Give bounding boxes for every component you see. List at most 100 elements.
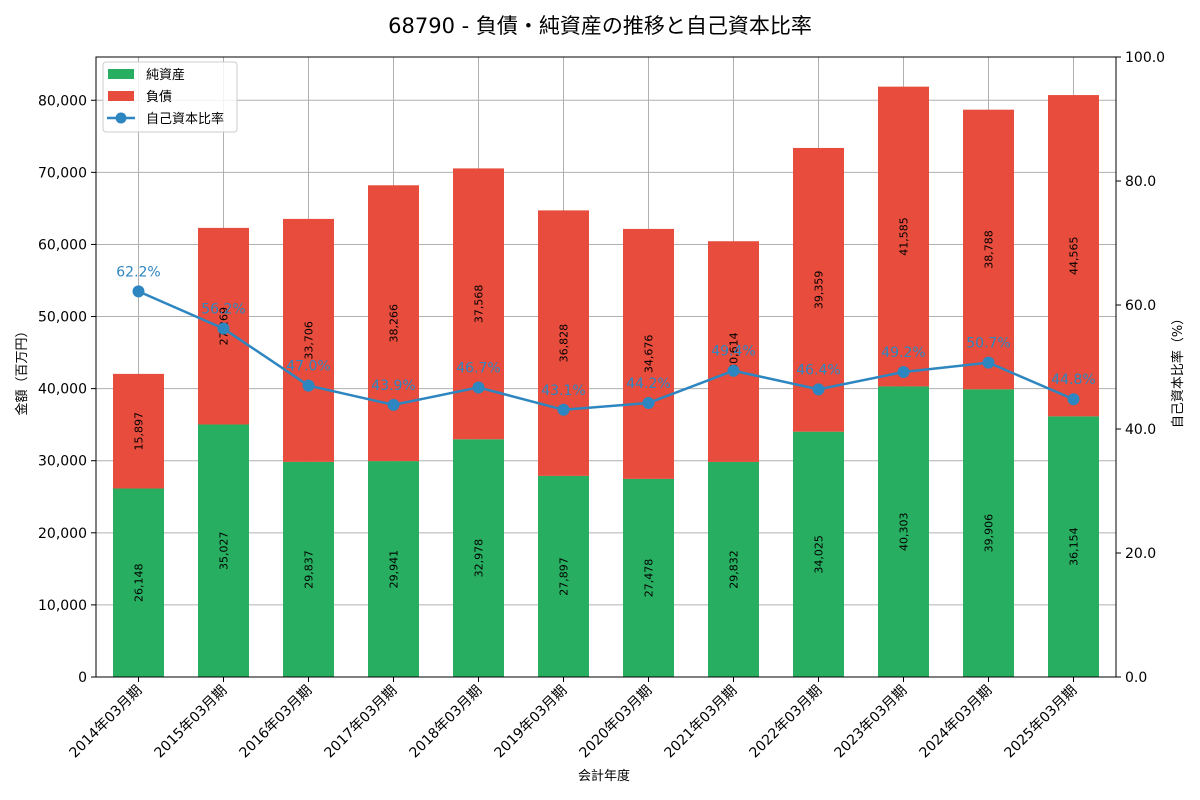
bar-equity	[113, 488, 164, 677]
y2-axis-label: 自己資本比率（%）	[1170, 312, 1186, 428]
ratio-value-label: 43.1%	[541, 383, 585, 399]
bar-liabilities	[708, 241, 759, 462]
y-tick-label: 60,000	[38, 237, 87, 253]
ratio-value-label: 44.8%	[1051, 372, 1095, 388]
y-tick-label: 30,000	[38, 454, 87, 470]
ratio-point	[472, 381, 485, 394]
ratio-value-label: 62.2%	[116, 264, 160, 280]
bar-equity	[963, 389, 1014, 677]
ratio-line-path	[137, 290, 1074, 412]
bar-liabilities	[368, 185, 419, 462]
bar-equity-value-label: 39,906	[983, 514, 996, 553]
y-tick-label: 70,000	[38, 165, 87, 181]
legend-swatch-equity	[108, 69, 134, 79]
x-tick-label: 2018年03月期	[407, 683, 486, 762]
chart-title: 68790 - 負債・純資産の推移と自己資本比率	[388, 14, 812, 38]
ratio-point	[1067, 393, 1080, 406]
y2-tick-label: 100.0	[1125, 50, 1165, 66]
y-tick-label: 0	[78, 670, 87, 686]
bar-equity	[1048, 416, 1099, 677]
legend-marker-ratio	[115, 112, 127, 124]
legend-frame	[102, 61, 238, 133]
bar-value-labels: 26,14815,89735,02727,26929,83733,70629,9…	[133, 217, 1081, 602]
x-tick-label: 2019年03月期	[492, 683, 571, 762]
ratio-value-label: 49.4%	[711, 344, 755, 360]
ratio-value-label: 50.7%	[966, 336, 1010, 352]
bar-equity	[368, 461, 419, 677]
bar-equity-value-label: 36,154	[1068, 527, 1081, 566]
bar-equity	[708, 461, 759, 677]
bar-liabilities	[963, 109, 1014, 390]
ratio-point	[302, 379, 315, 392]
ratio-value-label: 43.9%	[371, 378, 415, 394]
bar-equity-value-label: 29,832	[728, 550, 741, 589]
y2-tick-label: 40.0	[1125, 422, 1156, 438]
x-tick-label: 2022年03月期	[747, 683, 826, 762]
ratio-value-label: 44.2%	[626, 376, 670, 392]
ratio-point	[132, 285, 145, 298]
y2-tick-label: 0.0	[1125, 670, 1147, 686]
ratio-point	[217, 322, 230, 335]
y-tick-label: 20,000	[38, 526, 87, 542]
x-tick-label: 2017年03月期	[322, 683, 401, 762]
bar-liabilities	[538, 210, 589, 476]
bar-liabilities	[113, 373, 164, 489]
y-tick-label: 50,000	[38, 310, 87, 326]
plot-frame	[95, 56, 1117, 678]
y-tick-label: 10,000	[38, 598, 87, 614]
bar-liabilities-value-label: 38,266	[388, 304, 401, 343]
bar-liabilities-value-label: 41,585	[898, 217, 911, 256]
bar-equity	[453, 439, 504, 677]
bar-liabilities-value-label: 37,568	[473, 285, 486, 324]
y2-tick-label: 60.0	[1125, 298, 1156, 314]
bar-liabilities-value-label: 34,676	[643, 335, 656, 374]
y2-tick-label: 80.0	[1125, 174, 1156, 190]
x-tick-label: 2021年03月期	[662, 683, 741, 762]
bar-liabilities-value-label: 38,788	[983, 230, 996, 269]
bar-equity-value-label: 35,027	[218, 531, 231, 570]
ratio-value-label: 46.7%	[456, 360, 500, 376]
legend-label-ratio: 自己資本比率	[146, 111, 224, 127]
bar-equity-value-label: 27,897	[558, 557, 571, 596]
ratio-point	[642, 396, 655, 409]
x-tick-label: 2015年03月期	[152, 683, 231, 762]
bar-liabilities	[453, 168, 504, 440]
ratio-line: 62.2% 56.2% 47.0% 43.9% 46.7% 43.1% 44.2% 49.4%…	[116, 264, 1096, 416]
y-tick-label: 80,000	[38, 93, 87, 109]
bar-liabilities	[283, 218, 334, 462]
bar-liabilities-value-label: 36,828	[558, 324, 571, 363]
bar-liabilities	[623, 228, 674, 479]
bar-liabilities-value-label: 30,614	[728, 332, 741, 371]
ratio-point	[897, 365, 910, 378]
legend-label-liabilities: 負債	[146, 90, 172, 105]
bar-liabilities-value-label: 33,706	[303, 321, 316, 360]
bar-equity	[878, 386, 929, 677]
bar-equity	[623, 478, 674, 677]
ratio-value-label: 56.2%	[201, 302, 245, 318]
x-tick-label: 2016年03月期	[237, 683, 316, 762]
legend-label-equity: 純資産	[146, 67, 185, 83]
bar-liabilities-value-label: 39,359	[813, 271, 826, 310]
bar-liabilities	[1048, 95, 1099, 417]
ratio-point	[982, 356, 995, 369]
bar-equity-value-label: 34,025	[813, 535, 826, 574]
bar-equity-value-label: 26,148	[133, 563, 146, 602]
ratio-point	[557, 403, 570, 416]
bar-equity-value-label: 32,978	[473, 539, 486, 578]
ratio-point	[387, 398, 400, 411]
x-axis-label: 会計年度	[578, 768, 630, 784]
ratio-value-label: 49.2%	[881, 345, 925, 361]
bar-equity	[198, 424, 249, 677]
bar-equity-value-label: 29,941	[388, 550, 401, 589]
bar-equity	[283, 461, 334, 677]
ratio-value-label: 47.0%	[286, 359, 330, 375]
bar-liabilities-value-label: 15,897	[133, 412, 146, 451]
x-tick-label: 2020年03月期	[577, 683, 656, 762]
bar-liabilities-value-label: 44,565	[1068, 236, 1081, 275]
bar-equity-value-label: 29,837	[303, 550, 316, 589]
ratio-point	[812, 383, 825, 396]
ratio-value-label: 46.4%	[796, 362, 840, 378]
bars	[113, 86, 1099, 677]
